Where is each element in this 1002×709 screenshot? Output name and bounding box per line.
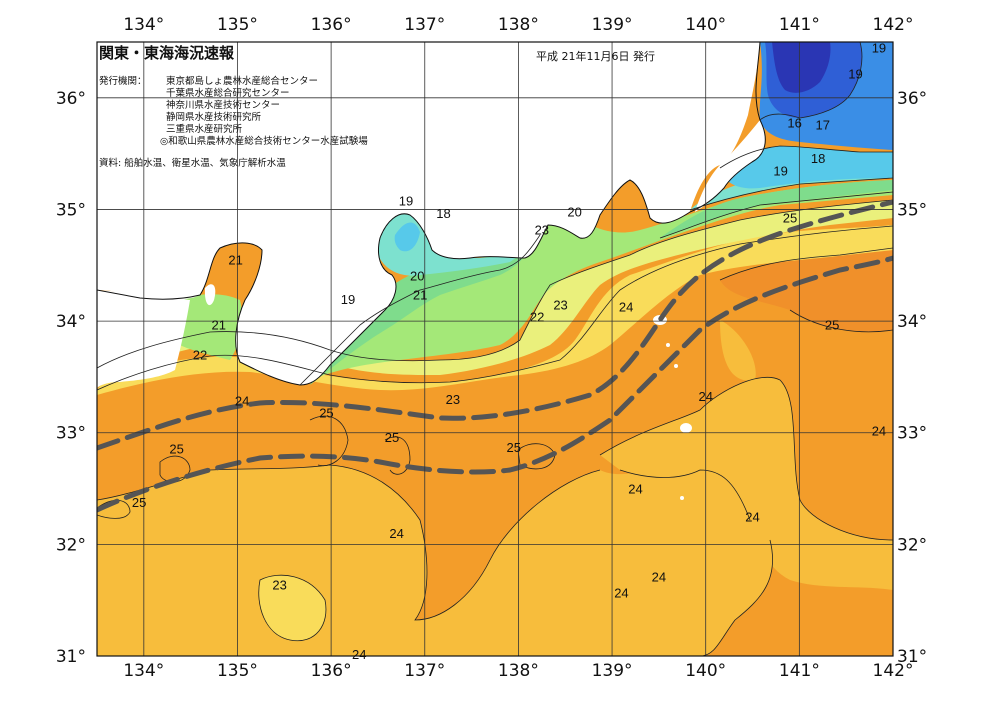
kuroshio-axis — [97, 199, 893, 513]
isotherm-label: 25 — [385, 430, 399, 445]
lon-tick-top: 137° — [404, 15, 445, 35]
isotherm-label: 20 — [410, 268, 424, 283]
lon-tick-bottom: 138° — [498, 661, 539, 681]
isotherm-label: 22 — [193, 348, 207, 363]
isotherm-label: 19 — [848, 66, 862, 81]
issuer-item: 神奈川県水産技術センター — [166, 99, 280, 111]
sst-zone-20-21 — [170, 180, 893, 385]
isotherm-label: 19 — [399, 194, 413, 209]
issuer-item: 東京都島しょ農林水産総合センター — [166, 75, 318, 87]
lon-tick-top: 140° — [685, 15, 726, 35]
map-frame — [96, 41, 894, 657]
isotherm-label: 24 — [652, 570, 666, 585]
isotherm-label: 17 — [816, 118, 830, 133]
sst-zone-21-22 — [97, 200, 893, 380]
isotherm-label: 23 — [272, 578, 286, 593]
isotherm-label: 24 — [235, 393, 249, 408]
lat-tick-left: 35° — [56, 200, 86, 220]
lon-tick-top: 134° — [123, 15, 164, 35]
isotherm-label: 24 — [619, 300, 633, 315]
lon-tick-top: 141° — [779, 15, 820, 35]
sst-zone-23-24 — [97, 320, 893, 656]
lat-tick-right: 33° — [897, 424, 927, 444]
lon-tick-bottom: 140° — [685, 661, 726, 681]
isotherm-label: 19 — [872, 41, 886, 56]
isotherm-label: 21 — [212, 317, 226, 332]
isotherm-label: 21 — [413, 287, 427, 302]
issuer-item: ◎和歌山県農林水産総合技術センター水産試験場 — [160, 135, 368, 147]
lon-tick-bottom: 136° — [311, 661, 352, 681]
isotherm-label: 23 — [553, 297, 567, 312]
lat-tick-right: 34° — [897, 312, 927, 332]
chart-title: 関東・東海海況速報 — [99, 44, 235, 62]
lat-tick-right: 35° — [897, 200, 927, 220]
issuer-item: 千葉県水産総合研究センター — [166, 87, 290, 99]
lat-tick-right: 32° — [897, 535, 927, 555]
issuer-item: 静岡県水産技術研究所 — [166, 111, 262, 123]
sst-zone-17-18 — [394, 146, 893, 252]
isotherm-label: 24 — [389, 526, 403, 541]
lon-tick-top: 142° — [873, 15, 914, 35]
isotherm-labels: 19 19 16 17 18 19 19 18 20 23 25 21 20 21 19 23 24 22 25 21… — [132, 41, 886, 662]
isotherm-label: 25 — [319, 406, 333, 421]
isotherm-label: 24 — [352, 647, 366, 662]
lat-tick-left: 36° — [56, 89, 86, 109]
sst-zone-25-patch — [720, 248, 893, 332]
isotherm-label: 24 — [745, 509, 759, 524]
isotherm-label: 23 — [535, 223, 549, 238]
isotherm-label: 25 — [783, 210, 797, 225]
lon-tick-bottom: 135° — [217, 661, 258, 681]
data-source-line: 資料: 船舶水温、衛星水温、気象庁解析水温 — [99, 157, 286, 169]
issuer-item: 三重県水産研究所 — [166, 123, 243, 135]
isotherm-label: 18 — [436, 206, 450, 221]
isotherm-label: 24 — [872, 423, 886, 438]
lon-tick-bottom: 137° — [404, 661, 445, 681]
isotherm-label: 22 — [530, 310, 544, 325]
lat-tick-left: 32° — [56, 535, 86, 555]
isotherm-label: 24 — [614, 585, 628, 600]
sst-zone-19-20 — [310, 180, 893, 385]
map-plot-area — [97, 42, 893, 656]
lat-tick-right: 31° — [897, 647, 927, 667]
isotherm-label: 21 — [228, 253, 242, 268]
coastline — [97, 42, 766, 386]
lon-tick-top: 138° — [498, 15, 539, 35]
lon-tick-top: 139° — [592, 15, 633, 35]
isotherm-label: 25 — [506, 440, 520, 455]
sst-zone-14-15 — [772, 42, 831, 93]
lon-tick-bottom: 141° — [779, 661, 820, 681]
isotherm-label: 25 — [169, 441, 183, 456]
issuer-label: 発行機関： — [99, 75, 147, 87]
lat-tick-right: 36° — [897, 89, 927, 109]
lon-tick-top: 136° — [311, 15, 352, 35]
isotherm-label: 18 — [811, 151, 825, 166]
lat-tick-left: 31° — [56, 647, 86, 667]
lat-tick-left: 34° — [56, 312, 86, 332]
isotherm-label: 25 — [132, 495, 146, 510]
isotherm-label: 23 — [446, 392, 460, 407]
isotherm-label: 16 — [787, 115, 801, 130]
isotherm-label: 20 — [567, 205, 581, 220]
isotherm-label: 19 — [773, 163, 787, 178]
lon-tick-top: 135° — [217, 15, 258, 35]
axis-tick-labels: 134° 134° 135° 135° 136° 136° 137° 137° 138° 138°… — [56, 15, 927, 681]
lat-tick-left: 33° — [56, 424, 86, 444]
issuer-list: 東京都島しょ農林水産総合センター千葉県水産総合研究センター神奈川県水産技術センタ… — [160, 75, 368, 147]
lon-tick-bottom: 142° — [873, 661, 914, 681]
isotherm-label: 24 — [698, 389, 712, 404]
isotherm-label: 25 — [825, 317, 839, 332]
isotherm-label: 24 — [628, 482, 642, 497]
isotherm-label: 19 — [341, 292, 355, 307]
lon-tick-bottom: 139° — [592, 661, 633, 681]
issue-date: 平成 21年11月6日 発行 — [536, 49, 655, 63]
lon-tick-bottom: 134° — [123, 661, 164, 681]
